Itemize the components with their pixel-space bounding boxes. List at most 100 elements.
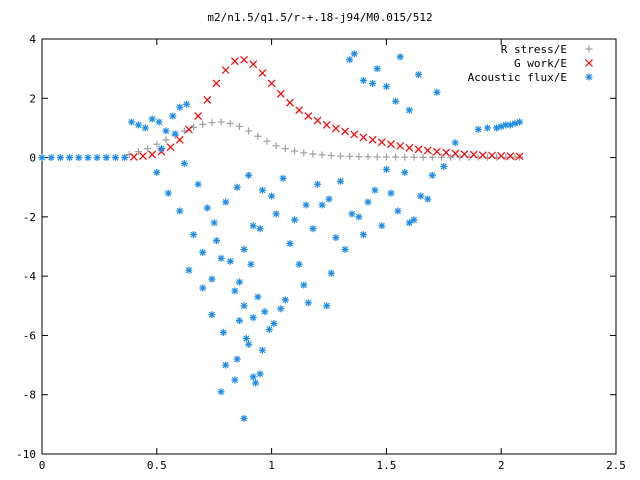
data-point bbox=[327, 151, 335, 159]
data-point bbox=[300, 149, 308, 157]
data-point bbox=[515, 152, 524, 161]
data-point bbox=[417, 192, 425, 200]
data-point bbox=[382, 153, 390, 161]
data-point bbox=[169, 112, 177, 120]
data-point bbox=[254, 293, 262, 301]
data-point bbox=[75, 154, 83, 162]
data-point bbox=[314, 180, 322, 188]
data-point bbox=[502, 121, 510, 129]
data-point bbox=[249, 373, 257, 381]
data-point bbox=[208, 119, 216, 127]
data-point bbox=[295, 260, 303, 268]
data-point bbox=[129, 153, 138, 161]
data-point bbox=[392, 153, 400, 161]
data-point bbox=[38, 154, 46, 162]
data-point bbox=[364, 153, 372, 161]
data-point bbox=[313, 116, 322, 125]
data-point bbox=[405, 143, 414, 152]
data-point bbox=[247, 260, 255, 268]
data-point bbox=[111, 154, 119, 162]
data-point bbox=[281, 296, 289, 304]
data-point bbox=[231, 287, 239, 295]
data-point bbox=[394, 207, 402, 215]
data-point bbox=[516, 118, 524, 126]
data-point bbox=[451, 139, 459, 147]
data-point bbox=[194, 180, 202, 188]
data-point bbox=[175, 135, 184, 144]
data-point bbox=[359, 77, 367, 84]
data-point bbox=[377, 138, 386, 147]
data-point bbox=[382, 165, 390, 173]
data-point bbox=[47, 154, 55, 162]
data-point bbox=[396, 53, 404, 61]
data-point bbox=[456, 153, 464, 161]
data-point bbox=[419, 153, 427, 161]
data-point bbox=[245, 340, 253, 348]
legend-label: R stress/E bbox=[501, 43, 567, 56]
y-tick-label: -10 bbox=[16, 448, 36, 461]
data-point bbox=[180, 160, 188, 167]
data-point bbox=[144, 145, 152, 153]
data-point bbox=[249, 222, 257, 230]
data-point bbox=[226, 119, 234, 127]
data-point bbox=[148, 150, 157, 159]
data-point bbox=[401, 153, 409, 161]
data-point bbox=[432, 147, 441, 156]
data-point bbox=[242, 334, 250, 342]
data-point bbox=[176, 207, 184, 215]
data-point bbox=[219, 328, 227, 336]
y-tick-label: -6 bbox=[23, 329, 36, 342]
data-point bbox=[516, 153, 524, 161]
data-point bbox=[371, 186, 379, 194]
data-point bbox=[346, 152, 354, 160]
data-point bbox=[348, 210, 356, 218]
data-point bbox=[428, 171, 436, 179]
data-point bbox=[221, 66, 230, 75]
data-point bbox=[235, 122, 243, 130]
data-point bbox=[300, 281, 308, 289]
data-point bbox=[268, 192, 276, 200]
data-point bbox=[286, 240, 294, 248]
data-point bbox=[208, 275, 216, 283]
data-point bbox=[318, 201, 326, 209]
data-point bbox=[506, 152, 515, 161]
axis-ticks: 0 0.5 1 1.5 2 2.5 -10 -8 -6 -4 -2 0 2 4 bbox=[16, 33, 626, 472]
y-tick-label: 2 bbox=[29, 92, 36, 105]
data-point bbox=[302, 201, 310, 209]
data-point bbox=[210, 219, 218, 227]
data-point bbox=[325, 195, 333, 203]
data-point bbox=[245, 171, 253, 179]
data-point bbox=[350, 50, 358, 58]
data-point bbox=[423, 146, 432, 155]
data-point bbox=[185, 125, 193, 134]
data-marks bbox=[38, 50, 524, 422]
data-point bbox=[171, 130, 179, 138]
data-point bbox=[440, 162, 448, 170]
data-point bbox=[56, 154, 64, 162]
data-point bbox=[332, 234, 340, 242]
data-point bbox=[414, 145, 423, 154]
data-point bbox=[199, 284, 207, 292]
data-point bbox=[261, 308, 269, 316]
data-point bbox=[355, 153, 363, 161]
data-point bbox=[84, 154, 92, 162]
data-point bbox=[373, 65, 381, 73]
plot-frame bbox=[41, 38, 617, 455]
data-point bbox=[323, 302, 331, 310]
x-tick-label: 2.5 bbox=[606, 459, 626, 472]
data-point bbox=[291, 147, 299, 155]
legend-label: G work/E bbox=[514, 57, 567, 70]
data-point bbox=[254, 132, 262, 140]
data-point bbox=[155, 118, 163, 126]
data-point bbox=[203, 95, 212, 104]
data-point bbox=[277, 305, 285, 313]
data-point bbox=[295, 106, 304, 115]
data-point bbox=[304, 112, 313, 120]
data-point bbox=[396, 142, 405, 150]
data-point bbox=[442, 148, 451, 157]
series-1 bbox=[129, 55, 524, 161]
data-point bbox=[164, 189, 172, 197]
